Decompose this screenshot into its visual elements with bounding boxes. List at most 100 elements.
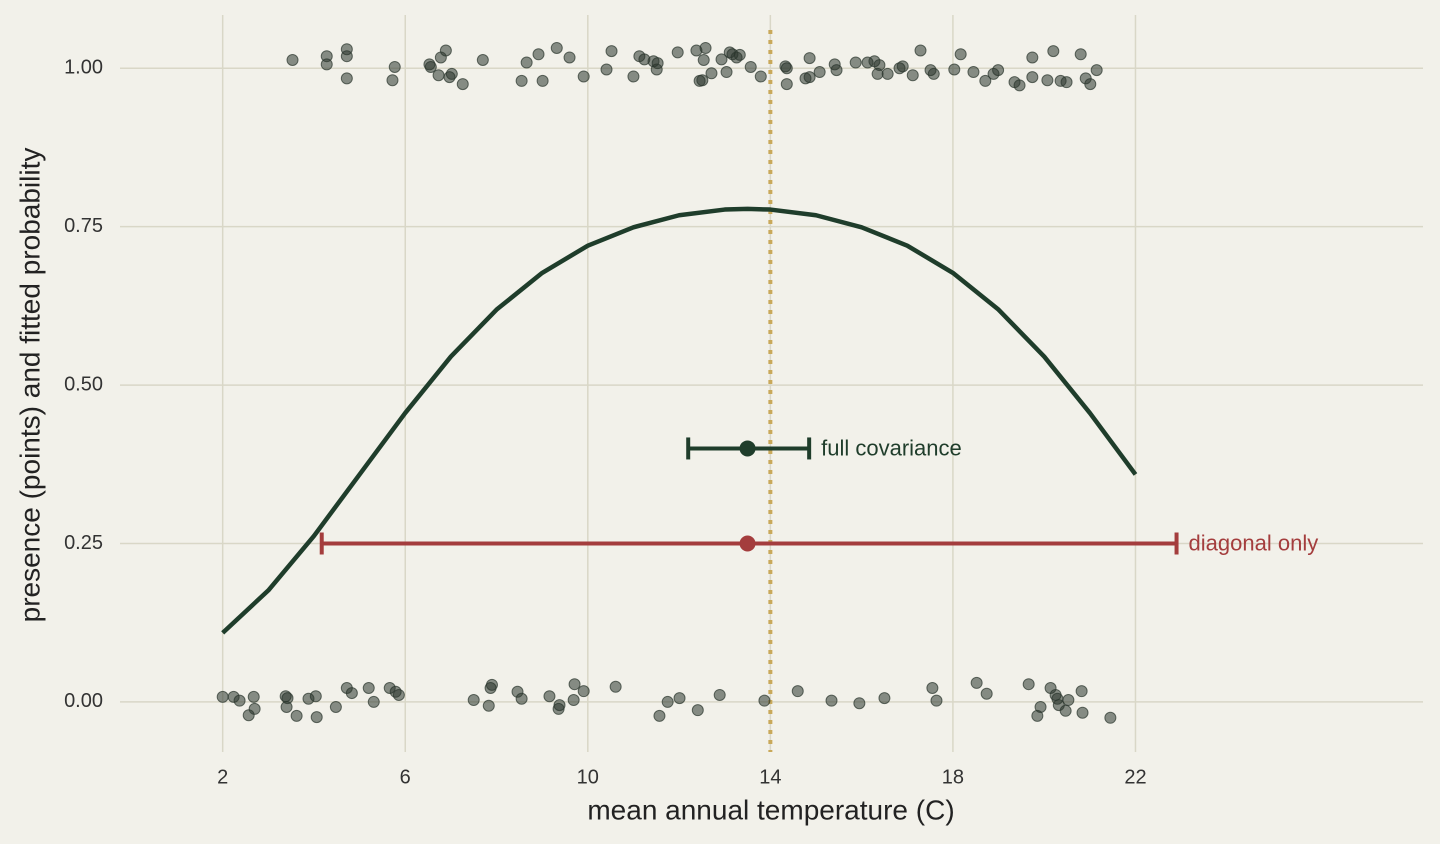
data-point	[563, 51, 576, 64]
data-point	[439, 44, 452, 57]
data-point	[309, 690, 322, 703]
data-point	[1090, 64, 1103, 77]
data-point	[830, 64, 843, 77]
data-point	[310, 711, 323, 724]
y-tick-label: 0.75	[64, 215, 103, 237]
data-point	[720, 66, 733, 79]
y-axis-label: presence (points) and fitted probability	[14, 148, 45, 623]
data-point	[1013, 79, 1026, 92]
data-point	[1059, 704, 1072, 717]
data-point	[456, 78, 469, 91]
data-point	[791, 685, 804, 698]
data-point	[1026, 51, 1039, 64]
data-point	[1060, 76, 1073, 89]
data-point	[948, 63, 961, 76]
point-estimate	[739, 535, 756, 552]
data-point	[1034, 701, 1047, 714]
data-point	[853, 697, 866, 710]
data-point	[1104, 711, 1117, 724]
data-point	[543, 690, 556, 703]
data-point	[871, 67, 884, 80]
data-point	[467, 694, 480, 707]
data-point	[627, 70, 640, 83]
data-point	[605, 45, 618, 58]
data-point	[1076, 706, 1089, 719]
data-point	[803, 71, 816, 84]
data-point	[914, 44, 927, 57]
data-point	[485, 678, 498, 691]
data-point	[248, 702, 261, 715]
data-point	[550, 41, 563, 54]
data-point	[653, 709, 666, 722]
data-point	[1026, 71, 1039, 84]
data-point	[340, 72, 353, 85]
data-point	[340, 50, 353, 63]
data-point	[697, 53, 710, 66]
data-point	[392, 688, 405, 701]
data-point	[536, 74, 549, 87]
data-point	[715, 53, 728, 66]
data-point	[733, 48, 746, 61]
x-tick-label: 22	[1124, 766, 1146, 788]
y-tick-label: 0.25	[64, 532, 103, 554]
data-point	[515, 74, 528, 87]
y-tick-label: 1.00	[64, 57, 103, 79]
data-point	[713, 688, 726, 701]
data-point	[896, 60, 909, 73]
data-point	[233, 694, 246, 707]
data-point	[825, 694, 838, 707]
data-point	[320, 58, 333, 71]
data-point	[520, 56, 533, 69]
data-point	[926, 681, 939, 694]
data-point	[443, 71, 456, 84]
data-point	[691, 704, 704, 717]
x-tick-label: 18	[942, 766, 964, 788]
x-tick-label: 10	[577, 766, 599, 788]
data-point	[705, 67, 718, 80]
data-point	[754, 70, 767, 83]
data-point	[577, 70, 590, 83]
data-point	[780, 62, 793, 75]
data-point	[216, 690, 229, 703]
data-point	[482, 699, 495, 712]
data-point	[329, 701, 342, 714]
y-tick-label: 0.00	[64, 690, 103, 712]
data-point	[568, 678, 581, 691]
data-point	[651, 57, 664, 70]
data-point	[1074, 48, 1087, 61]
data-point	[532, 48, 545, 61]
point-estimate	[739, 440, 756, 457]
data-point	[424, 60, 437, 73]
data-point	[577, 685, 590, 698]
data-point	[290, 709, 303, 722]
data-point	[388, 60, 401, 73]
x-tick-label: 14	[759, 766, 781, 788]
data-point	[970, 676, 983, 689]
x-tick-label: 6	[400, 766, 411, 788]
data-point	[609, 680, 622, 693]
data-point	[744, 60, 757, 73]
data-point	[1022, 678, 1035, 691]
data-point	[992, 64, 1005, 77]
data-point	[286, 53, 299, 66]
data-point	[930, 694, 943, 707]
data-point	[1062, 694, 1075, 707]
data-point	[803, 52, 816, 65]
data-point	[1084, 78, 1097, 91]
data-point	[849, 56, 862, 69]
data-point	[881, 67, 894, 80]
data-point	[699, 41, 712, 54]
data-point	[671, 46, 684, 59]
data-point	[967, 66, 980, 79]
data-point	[927, 67, 940, 80]
data-point	[878, 692, 891, 705]
data-point	[758, 694, 771, 707]
data-point	[362, 681, 375, 694]
interval-label: diagonal only	[1189, 530, 1319, 555]
data-point	[696, 74, 709, 87]
data-point	[567, 694, 580, 707]
data-point	[476, 53, 489, 66]
